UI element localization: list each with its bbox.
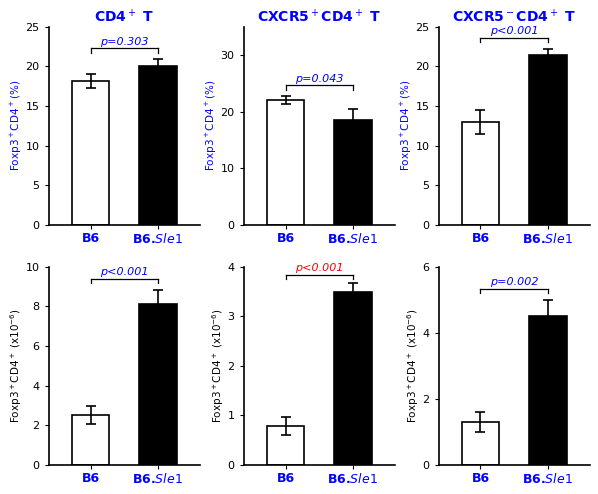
Text: p=0.002: p=0.002: [490, 277, 538, 288]
Y-axis label: Foxp3$^+$CD4$^+$ (x10$^{-6}$): Foxp3$^+$CD4$^+$ (x10$^{-6}$): [405, 308, 421, 423]
Y-axis label: Foxp3$^+$CD4$^+$(%): Foxp3$^+$CD4$^+$(%): [9, 80, 24, 171]
Bar: [72, 415, 109, 465]
Bar: [529, 316, 566, 465]
Y-axis label: Foxp3$^+$CD4$^+$(%): Foxp3$^+$CD4$^+$(%): [204, 80, 219, 171]
Text: p=0.043: p=0.043: [295, 74, 343, 84]
Bar: [139, 66, 176, 225]
Bar: [267, 100, 304, 225]
Bar: [139, 304, 176, 465]
Title: CXCR5$^+$CD4$^+$ T: CXCR5$^+$CD4$^+$ T: [257, 8, 381, 26]
Bar: [72, 81, 109, 225]
Text: p<0.001: p<0.001: [100, 267, 148, 277]
Bar: [462, 422, 499, 465]
Bar: [334, 291, 371, 465]
Bar: [267, 426, 304, 465]
Title: CXCR5$^-$CD4$^+$ T: CXCR5$^-$CD4$^+$ T: [452, 8, 576, 26]
Y-axis label: Foxp3$^+$CD4$^+$ (x10$^{-6}$): Foxp3$^+$CD4$^+$ (x10$^{-6}$): [210, 308, 226, 423]
Text: p<0.001: p<0.001: [295, 263, 343, 273]
Y-axis label: Foxp3$^+$CD4$^+$(%): Foxp3$^+$CD4$^+$(%): [399, 80, 414, 171]
Bar: [334, 120, 371, 225]
Bar: [462, 122, 499, 225]
Bar: [529, 54, 566, 225]
Text: p=0.303: p=0.303: [100, 37, 148, 47]
Title: CD4$^+$ T: CD4$^+$ T: [94, 8, 154, 26]
Text: p<0.001: p<0.001: [490, 27, 538, 37]
Y-axis label: Foxp3$^+$CD4$^+$ (x10$^{-6}$): Foxp3$^+$CD4$^+$ (x10$^{-6}$): [8, 308, 24, 423]
